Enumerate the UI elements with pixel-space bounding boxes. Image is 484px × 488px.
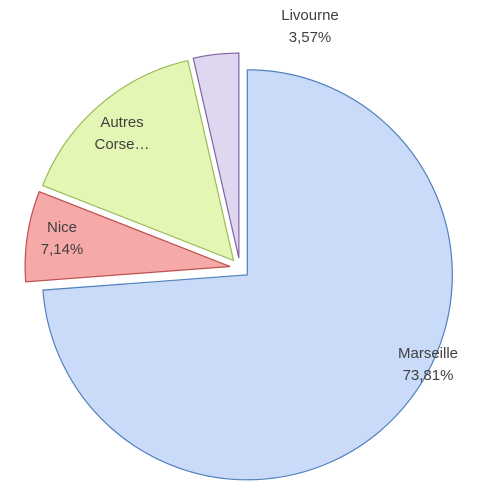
slice-label: Livourne xyxy=(281,7,339,24)
slice-value-label: 7,14% xyxy=(40,241,84,258)
slice-value-label: 3,57% xyxy=(288,29,332,46)
pie-slice xyxy=(41,59,235,262)
slice-label: Marseille xyxy=(397,345,459,362)
slice-label: Autres Corse… xyxy=(94,114,150,153)
slice-value-label: 73,81% xyxy=(402,367,454,384)
pie-slice xyxy=(24,190,231,283)
pie-slice xyxy=(42,69,453,481)
slice-label: Nice xyxy=(46,219,78,236)
pie-slice xyxy=(192,52,240,259)
